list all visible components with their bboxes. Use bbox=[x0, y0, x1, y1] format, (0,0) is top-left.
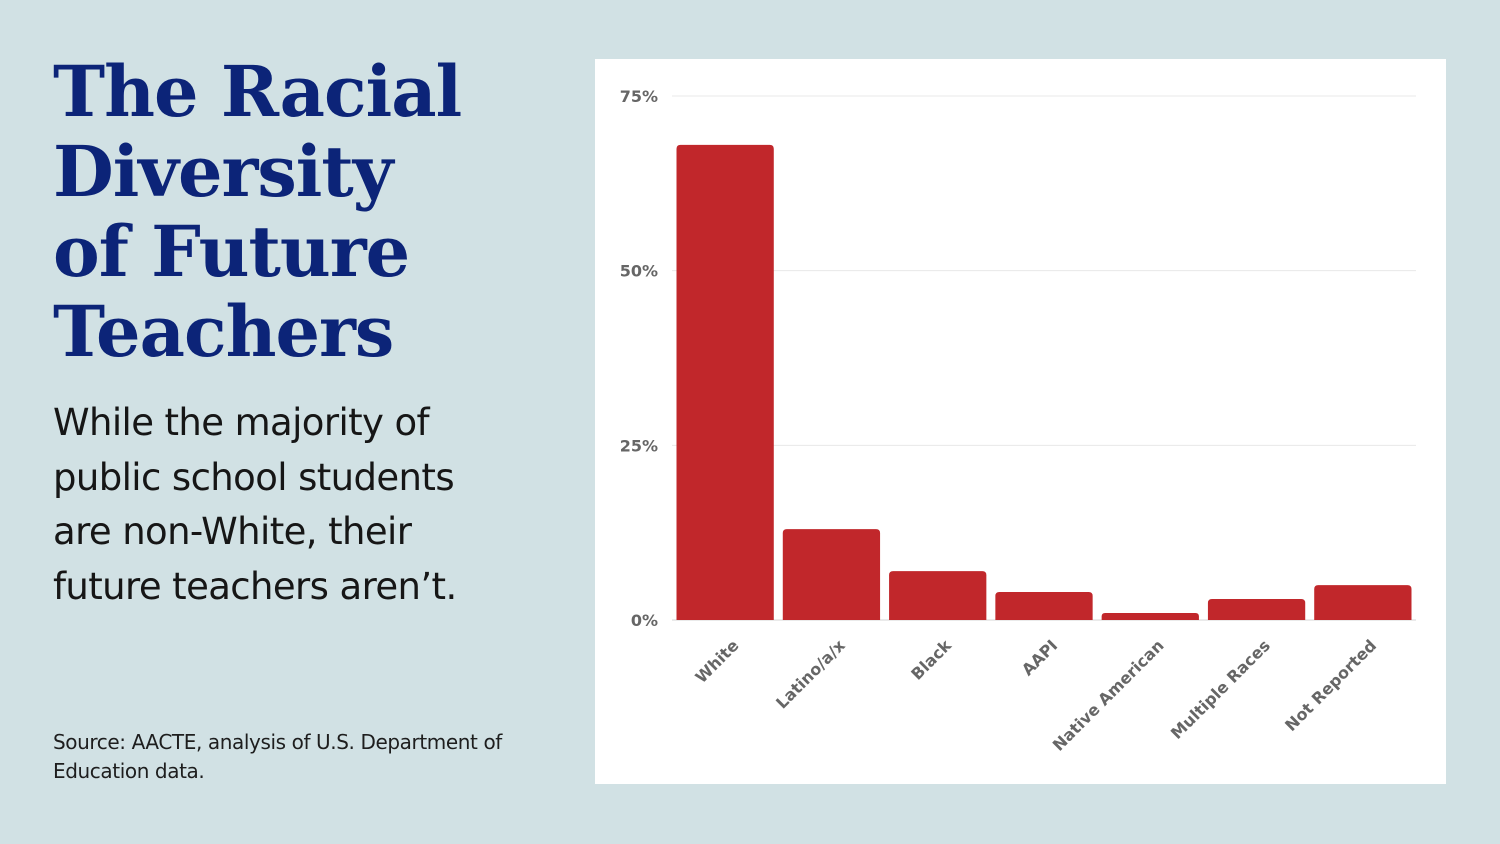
x-tick-label: Multiple Races bbox=[1167, 636, 1274, 743]
bar-black bbox=[889, 571, 987, 620]
x-tick-label: Latino/a/x bbox=[772, 635, 849, 712]
bar-multiple-races bbox=[1207, 599, 1306, 620]
y-tick-label: 25% bbox=[620, 436, 658, 455]
title-line-3: of Future bbox=[53, 210, 410, 293]
bar-not-reported bbox=[1314, 585, 1412, 620]
source-note: Source: AACTE, analysis of U.S. Departme… bbox=[53, 730, 502, 783]
x-tick-label: White bbox=[692, 636, 743, 687]
title-line-1: The Racial bbox=[53, 50, 462, 133]
bar-aapi bbox=[995, 592, 1093, 620]
bar-chart: 0% 25% 50% 75% White Latino/a/x Black AAPINati… bbox=[620, 87, 1416, 755]
page-title: The Racial Diversity of Future Teachers bbox=[53, 50, 462, 373]
x-tick-label: AAPI bbox=[1018, 636, 1061, 679]
x-tick-label: Black bbox=[907, 636, 955, 684]
x-tick-label: Native American bbox=[1049, 636, 1168, 755]
title-line-4: Teachers bbox=[53, 290, 394, 373]
x-tick-label: Not Reported bbox=[1281, 636, 1380, 735]
title-line-2: Diversity bbox=[53, 130, 393, 213]
bars bbox=[676, 144, 1412, 620]
bar-native-american bbox=[1101, 613, 1199, 620]
bar-latino-a-x bbox=[782, 529, 881, 620]
y-tick-label: 0% bbox=[631, 611, 658, 630]
y-tick-label: 50% bbox=[620, 262, 658, 281]
chart-panel: 0% 25% 50% 75% White Latino/a/x Black AAPI Nati… bbox=[595, 59, 1446, 784]
subtitle: While the majority of public school stud… bbox=[53, 401, 457, 608]
y-axis-ticks: 0% 25% 50% 75% bbox=[620, 87, 658, 630]
bar-white bbox=[676, 144, 774, 620]
y-tick-label: 75% bbox=[620, 87, 658, 106]
